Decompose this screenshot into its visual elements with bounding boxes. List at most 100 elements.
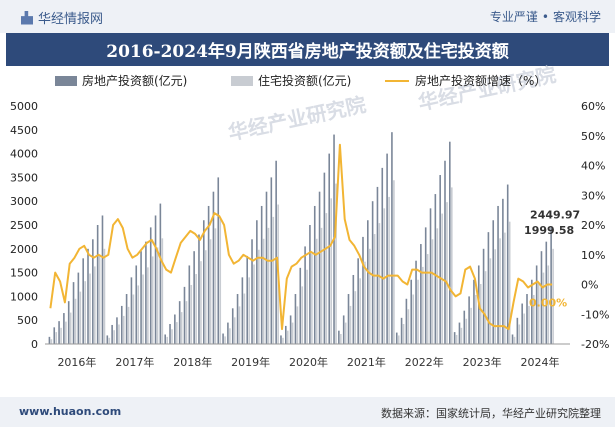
bar-investment [492, 220, 495, 344]
bar-residential [359, 278, 361, 344]
x-tick-label: 2024年 [521, 355, 560, 369]
bar-investment [357, 258, 359, 344]
legend-swatch-2 [231, 76, 253, 86]
bar-residential [296, 306, 299, 344]
y-right-tick-label: 50% [581, 130, 605, 143]
bar-residential [325, 213, 328, 344]
bar-residential [388, 196, 390, 344]
bar-investment [381, 167, 384, 344]
bar-investment [67, 301, 70, 344]
x-tick-label: 2021年 [347, 355, 386, 369]
bar-investment [193, 251, 195, 344]
bar-residential [291, 322, 294, 344]
y-right-tick-label: 60% [581, 100, 605, 113]
y-left-tick-label: 3500 [10, 171, 38, 184]
bar-investment [116, 317, 118, 344]
y-right-tick-label: 40% [581, 160, 605, 173]
bar-residential [340, 334, 342, 344]
bar-investment [145, 241, 147, 344]
bar-residential [335, 183, 337, 344]
bar-residential [79, 291, 82, 344]
bar-residential [412, 294, 415, 344]
bar-investment [468, 296, 470, 344]
tagline-2: 客观科学 [552, 10, 601, 24]
tagline-1: 专业严谨 [489, 10, 538, 24]
bar-investment [289, 315, 292, 344]
bar-investment [82, 258, 84, 344]
bar-residential [315, 238, 318, 344]
bar-residential [465, 318, 468, 344]
x-tick-label: 2020年 [289, 355, 328, 369]
bar-investment [420, 244, 422, 344]
bar-residential [84, 281, 86, 344]
legend-swatch-1 [55, 76, 77, 86]
bar-residential [233, 317, 236, 344]
bar-investment [280, 335, 282, 344]
bar-investment [400, 317, 403, 344]
bar-investment [328, 153, 331, 344]
y-right-tick-label: 30% [581, 189, 605, 202]
bar-investment [352, 274, 355, 344]
x-tick-label: 2023年 [463, 355, 502, 369]
bar-investment [222, 333, 224, 344]
bar-investment [506, 184, 509, 344]
bar-residential [185, 301, 188, 344]
bar-residential [311, 253, 313, 344]
bar-investment [92, 239, 94, 344]
bar-investment [53, 327, 56, 344]
bar-residential [151, 256, 154, 344]
bar-residential [383, 208, 386, 344]
bar-residential [373, 234, 376, 344]
bar-residential [470, 307, 472, 344]
bar-investment [135, 265, 138, 344]
bar-investment [502, 198, 504, 344]
legend-label-1: 房地产投资额(亿元) [82, 73, 187, 88]
bar-investment [318, 191, 321, 344]
bar-residential [166, 336, 168, 344]
bar-residential [219, 217, 222, 344]
y-right-tick-label: 20% [581, 219, 605, 232]
line-growth [49, 143, 553, 331]
legend-label-2: 住宅投资额(亿元) [258, 73, 351, 88]
bar-investment [405, 298, 408, 344]
bar-investment [299, 267, 302, 344]
bar-residential [176, 322, 178, 344]
y-left-tick-label: 500 [17, 314, 38, 327]
bar-residential [272, 216, 275, 344]
x-tick-label: 2019年 [231, 355, 270, 369]
bullet-icon: • [541, 10, 549, 24]
bar-investment [202, 220, 205, 344]
brand[interactable]: 华经情报网 [21, 8, 103, 27]
bar-investment [482, 248, 485, 344]
bar-residential [65, 321, 67, 344]
bar-residential [204, 250, 207, 344]
y-left-tick-label: 5000 [10, 100, 38, 113]
y-left-tick-label: 4000 [10, 148, 38, 161]
bar-residential [118, 324, 120, 344]
bar-investment [130, 277, 133, 344]
bar-investment [371, 201, 374, 344]
bar-residential [224, 336, 226, 344]
bar-investment [72, 282, 75, 344]
y-left-tick-label: 2500 [10, 219, 38, 232]
bar-residential [306, 269, 308, 344]
bar-investment [77, 272, 80, 344]
bar-investment [111, 324, 113, 344]
bar-residential [132, 294, 135, 344]
bar-residential [214, 228, 217, 344]
chart-title-bar: 2016-2024年9月陕西省房地产投资额及住宅投资额 [6, 33, 609, 66]
bar-residential [142, 274, 144, 344]
footer-url[interactable]: www.huaon.com [19, 405, 122, 418]
y-right-tick-label: 0% [581, 279, 598, 292]
bar-residential [533, 294, 535, 344]
bar-residential [60, 327, 62, 344]
tagline: 专业严谨 • 客观科学 [490, 8, 601, 25]
bar-residential [195, 274, 197, 344]
bar-investment [188, 265, 191, 344]
legend-label-3: 房地产投资额增速（%） [415, 73, 546, 88]
bar-residential [402, 324, 405, 344]
bar-residential [147, 267, 149, 344]
bar-residential [200, 261, 202, 344]
bar-investment [174, 314, 176, 344]
bar-investment [391, 132, 393, 344]
